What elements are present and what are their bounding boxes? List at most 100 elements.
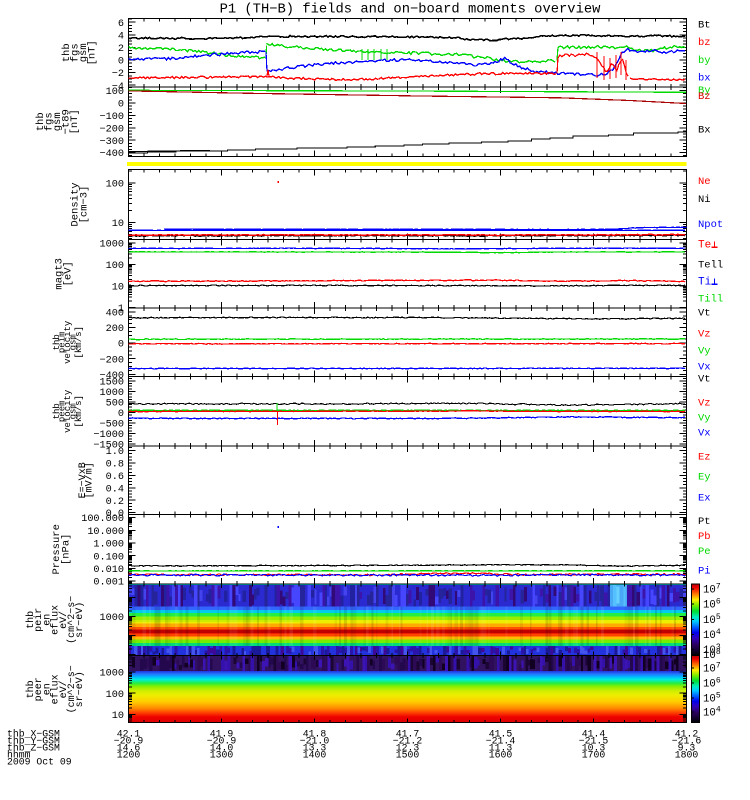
svg-text:fgs: fgs [44,112,56,131]
svg-text:6: 6 [118,19,124,30]
svg-text:−400: −400 [100,149,124,160]
svg-text:peim: peim [58,331,68,353]
svg-text:Pi: Pi [698,566,711,578]
svg-text:1800: 1800 [675,750,699,761]
svg-text:−1500: −1500 [93,441,124,452]
svg-text:−20.9: −20.9 [114,736,144,747]
svg-text:−4: −4 [112,82,124,93]
svg-text:Density: Density [70,182,82,226]
svg-text:100: 100 [106,87,124,98]
svg-text:thb: thb [25,680,37,698]
svg-text:Till: Till [698,294,723,306]
svg-text:[km/s]: [km/s] [74,326,84,358]
svg-text:41.5: 41.5 [489,729,513,740]
svg-text:[km/s]: [km/s] [74,395,84,427]
svg-text:4: 4 [118,31,124,42]
svg-text:11.3: 11.3 [489,743,513,754]
svg-text:10: 10 [112,219,124,230]
svg-text:41.2: 41.2 [675,729,699,740]
svg-text:[eV]: [eV] [63,261,75,286]
svg-text:gsm: gsm [69,334,79,350]
svg-text:0.2: 0.2 [106,497,124,508]
svg-text:−21.5: −21.5 [579,736,609,747]
svg-text:14.6: 14.6 [117,743,141,754]
svg-text:thb_X−GSM: thb_X−GSM [7,729,60,740]
svg-text:hhmm: hhmm [7,750,31,761]
svg-text:0.8: 0.8 [106,460,124,471]
svg-text:400: 400 [106,309,124,320]
svg-text:0: 0 [118,57,124,68]
svg-text:thb: thb [25,611,37,629]
svg-text:Vz: Vz [698,398,711,410]
svg-text:41.8: 41.8 [303,729,327,740]
svg-text:−21.2: −21.2 [393,736,423,747]
svg-text:velocity: velocity [63,320,73,364]
svg-text:2009 Oct 09: 2009 Oct 09 [7,757,72,768]
svg-text:[mV/m]: [mV/m] [84,462,96,498]
svg-text:(cm^2−s−: (cm^2−s− [66,596,78,644]
svg-text:−400: −400 [100,371,124,382]
svg-text:thb_Y−GSM: thb_Y−GSM [7,736,60,747]
svg-text:100.000: 100.000 [81,514,124,525]
svg-text:peer: peer [34,677,45,701]
svg-text:gsm: gsm [69,403,79,419]
svg-text:Bx: Bx [698,125,711,137]
svg-text:0: 0 [118,340,124,351]
svg-text:1000: 1000 [100,613,124,624]
svg-text:13.3: 13.3 [303,743,327,754]
svg-text:42.1: 42.1 [117,729,141,740]
svg-text:0.6: 0.6 [106,472,124,483]
svg-text:500: 500 [106,399,124,410]
svg-text:−20.9: −20.9 [207,736,237,747]
svg-text:−1000: −1000 [93,430,124,441]
svg-text:−500: −500 [100,420,124,431]
svg-text:Ni: Ni [698,194,711,206]
svg-text:bx: bx [698,73,711,85]
svg-text:9.3: 9.3 [678,743,696,754]
svg-text:0.010: 0.010 [93,565,124,576]
svg-text:eV/: eV/ [58,680,70,698]
svg-text:1600: 1600 [489,750,513,761]
svg-text:Vy: Vy [698,413,711,425]
svg-text:P1 (TH−B) fields and on−board: P1 (TH−B) fields and on−board moments ov… [220,2,602,18]
svg-text:thb: thb [35,112,47,131]
svg-text:−2: −2 [112,69,124,80]
svg-text:thb: thb [52,334,62,350]
svg-text:200: 200 [106,324,124,335]
svg-text:1.000: 1.000 [93,540,124,551]
svg-text:eflux: eflux [50,674,62,704]
svg-text:Ez: Ez [698,452,711,464]
svg-text:magt3: magt3 [54,258,66,290]
svg-text:41.7: 41.7 [396,729,420,740]
svg-text:Vz: Vz [698,329,711,341]
svg-text:Ex: Ex [698,493,711,505]
svg-text:Pe: Pe [698,546,711,558]
svg-text:12.3: 12.3 [396,743,420,754]
svg-text:[nT]: [nT] [69,109,81,134]
svg-text:thb_Z−GSM: thb_Z−GSM [7,743,60,754]
svg-text:Vx: Vx [698,362,711,374]
svg-text:[nT]: [nT] [87,40,99,65]
svg-text:0.100: 0.100 [93,552,124,563]
svg-text:−21.0: −21.0 [300,736,330,747]
svg-text:−300: −300 [100,137,124,148]
svg-text:Ti: Ti [698,277,712,289]
svg-text:0.0: 0.0 [106,509,124,520]
svg-text:2: 2 [118,44,124,55]
svg-text:Pb: Pb [698,531,711,543]
svg-text:fgs: fgs [70,43,82,62]
svg-text:en: en [42,683,53,695]
svg-text:100: 100 [106,261,124,272]
svg-text:en: en [42,614,53,626]
svg-text:−t89: −t89 [61,109,73,134]
svg-text:eflux: eflux [50,605,62,635]
svg-text:14.0: 14.0 [210,743,234,754]
svg-text:0: 0 [118,100,124,111]
svg-text:1500: 1500 [396,750,420,761]
svg-text:sr−eV): sr−eV) [74,671,86,707]
svg-text:−200: −200 [100,355,124,366]
svg-text:Pressure: Pressure [51,524,63,574]
svg-text:41.9: 41.9 [210,729,234,740]
svg-text:Vt: Vt [698,374,711,386]
svg-text:bz: bz [698,37,711,49]
